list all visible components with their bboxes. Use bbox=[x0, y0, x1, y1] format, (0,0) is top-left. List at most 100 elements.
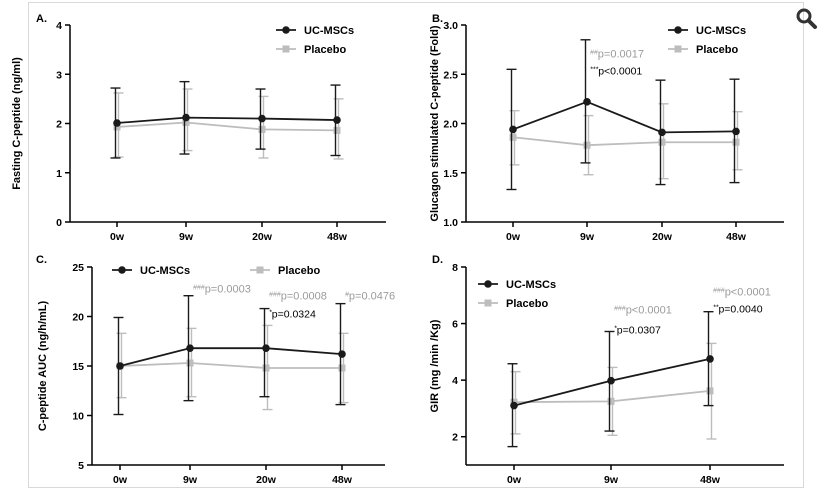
uc-mscs-point bbox=[607, 376, 615, 385]
uc-mscs-series-line bbox=[119, 347, 343, 367]
p-value-text: p<0.0001 bbox=[725, 286, 771, 298]
uc-mscs-series-line bbox=[512, 100, 737, 134]
p-value-text: p=0.0003 bbox=[205, 284, 251, 296]
legend-label: Placebo bbox=[304, 44, 346, 56]
uc-mscs-point bbox=[116, 362, 124, 370]
legend-label: Placebo bbox=[506, 298, 548, 310]
x-tick-label: 0w bbox=[110, 231, 125, 243]
significance-marker: ### bbox=[713, 287, 725, 294]
uc-mscs-point bbox=[333, 116, 341, 124]
panel-letter: D. bbox=[432, 254, 443, 266]
uc-mscs-point bbox=[732, 127, 740, 136]
chart-panel-d: D. GIR (mg /min /Kg) 2 4 6 8 0w 9w 48w UC-MSCs Pla… bbox=[429, 254, 784, 486]
significance-marker: ## bbox=[590, 50, 598, 57]
uc-mscs-point bbox=[510, 401, 518, 410]
significance-marker: # bbox=[345, 292, 349, 299]
y-tick-label: 5 bbox=[78, 460, 84, 472]
significance-marker: * bbox=[269, 309, 272, 316]
x-tick-label: 48w bbox=[332, 474, 353, 486]
y-tick-label: 10 bbox=[72, 411, 84, 423]
p-value-text: p=0.0008 bbox=[281, 291, 327, 303]
panel-letter: A. bbox=[36, 13, 47, 25]
placebo-series-line bbox=[116, 121, 338, 132]
p-value-annotation: **p=0.0040 bbox=[713, 303, 763, 315]
significance-marker: ### bbox=[193, 285, 205, 292]
chart-panel-a: A. Fasting C-peptide (ng/ml) 0 1 2 3 4 0w 9w 20w 4… bbox=[11, 13, 386, 243]
legend-marker-placebo bbox=[282, 45, 290, 53]
significance-marker: ### bbox=[269, 292, 281, 299]
x-tick-label: 48w bbox=[726, 231, 747, 243]
uc-mscs-point bbox=[186, 344, 194, 352]
placebo-point bbox=[186, 359, 194, 367]
p-value-annotation: ##p=0.0017 bbox=[590, 49, 644, 61]
p-value-annotation: *p=0.0324 bbox=[269, 308, 316, 320]
x-tick-label: 0w bbox=[506, 231, 521, 243]
uc-mscs-point bbox=[113, 119, 121, 127]
legend-label: UC-MSCs bbox=[696, 25, 746, 37]
placebo-series-line bbox=[119, 362, 342, 369]
y-tick-label: 1.5 bbox=[443, 168, 458, 180]
placebo-point bbox=[182, 119, 190, 127]
uc-mscs-point bbox=[658, 128, 666, 137]
y-tick-label: 4 bbox=[452, 375, 458, 387]
placebo-series-line bbox=[512, 136, 736, 147]
legend-marker-uc-mscs bbox=[282, 26, 290, 34]
y-tick-label: 3 bbox=[56, 69, 62, 81]
placebo-point bbox=[262, 364, 270, 372]
legend-marker-uc-mscs bbox=[484, 280, 492, 288]
figure-frame bbox=[28, 2, 804, 488]
significance-marker: ** bbox=[713, 304, 719, 311]
legend-marker-placebo bbox=[674, 45, 682, 53]
x-tick-label: 20w bbox=[652, 231, 673, 243]
y-tick-label: 8 bbox=[452, 262, 458, 274]
p-value-text: p=0.0476 bbox=[349, 291, 395, 303]
legend-marker-placebo bbox=[484, 299, 492, 307]
p-value-annotation: ###p<0.0001 bbox=[614, 305, 672, 317]
significance-marker: *** bbox=[590, 66, 598, 73]
p-value-annotation: ###p<0.0001 bbox=[713, 286, 771, 298]
y-tick-label: 2.5 bbox=[443, 69, 458, 81]
y-axis-label: C-peptide AUC (ng/h/mL) bbox=[37, 300, 49, 431]
placebo-point bbox=[338, 364, 346, 372]
p-value-annotation: *p=0.0307 bbox=[614, 324, 661, 336]
uc-mscs-point bbox=[182, 113, 190, 122]
legend-marker-uc-mscs bbox=[674, 26, 682, 34]
p-value-text: p=0.0307 bbox=[617, 324, 661, 336]
y-tick-label: 6 bbox=[452, 319, 458, 331]
magnifier-icon[interactable] bbox=[794, 6, 818, 30]
legend-label: UC-MSCs bbox=[304, 25, 354, 37]
placebo-point bbox=[732, 138, 740, 146]
p-value-annotation: #p=0.0476 bbox=[345, 291, 395, 303]
y-tick-label: 1.0 bbox=[443, 217, 458, 229]
x-tick-label: 20w bbox=[252, 231, 273, 243]
placebo-point bbox=[583, 141, 591, 149]
chart-panel-b: B.Glucagon stimulated C-peptide (Fold)1.… bbox=[429, 13, 784, 243]
y-tick-label: 15 bbox=[72, 361, 84, 373]
placebo-point bbox=[258, 125, 266, 133]
panel-letter: C. bbox=[36, 254, 47, 266]
x-tick-label: 9w bbox=[179, 231, 194, 243]
placebo-point bbox=[113, 123, 121, 131]
y-tick-label: 3.0 bbox=[443, 20, 458, 32]
uc-mscs-point bbox=[583, 98, 591, 106]
legend-label: UC-MSCs bbox=[140, 265, 190, 277]
placebo-point bbox=[658, 138, 666, 146]
x-tick-label: 0w bbox=[113, 474, 128, 486]
p-value-text: p<0.0001 bbox=[598, 65, 642, 77]
uc-mscs-point bbox=[262, 344, 270, 352]
legend-label: Placebo bbox=[696, 44, 738, 56]
y-tick-label: 4 bbox=[56, 20, 62, 32]
placebo-point bbox=[509, 133, 517, 141]
legend-label: UC-MSCs bbox=[506, 279, 556, 291]
x-tick-label: 48w bbox=[700, 474, 721, 486]
y-tick-label: 0 bbox=[56, 217, 62, 229]
uc-mscs-point bbox=[338, 350, 346, 358]
y-tick-label: 20 bbox=[72, 312, 84, 324]
y-axis-label: Fasting C-peptide (ng/ml) bbox=[11, 57, 23, 190]
uc-mscs-point bbox=[706, 355, 714, 363]
legend-marker-placebo bbox=[256, 266, 264, 274]
x-tick-label: 9w bbox=[604, 474, 619, 486]
uc-mscs-point bbox=[509, 125, 517, 134]
uc-mscs-series-line bbox=[116, 116, 338, 124]
p-value-text: p=0.0040 bbox=[718, 303, 762, 315]
